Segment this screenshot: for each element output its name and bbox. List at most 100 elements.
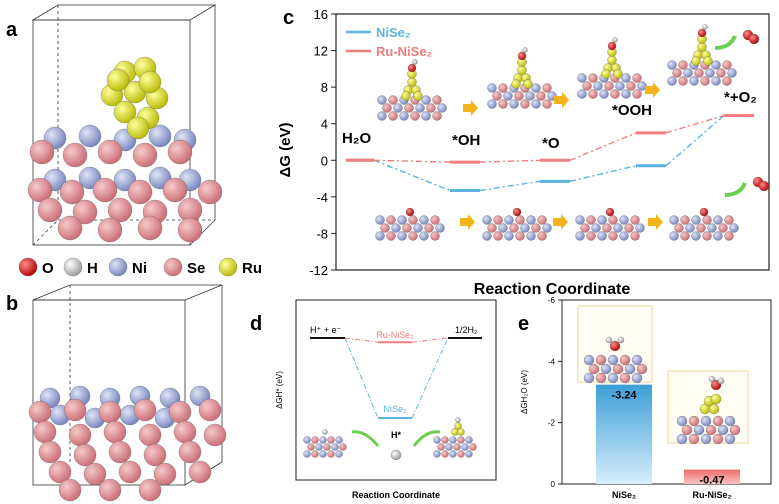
ru-atom (126, 116, 150, 140)
slab-atom (424, 223, 434, 233)
slab-atom (588, 73, 598, 83)
structure-thumbnail (577, 37, 647, 99)
ru-atom (517, 65, 527, 75)
slab-atom (525, 91, 535, 101)
slab-atom (619, 215, 629, 225)
se-atom (33, 420, 57, 444)
slab-atom (303, 436, 311, 444)
reaction-arrow-icon (412, 430, 441, 447)
energy-connector (344, 337, 379, 419)
ru-atom (407, 77, 417, 87)
slab-atom (599, 89, 609, 99)
slab-atom (327, 436, 335, 444)
slab-atom (377, 111, 387, 121)
se-atom (178, 440, 202, 464)
o-atom (609, 340, 621, 352)
panel-b-label: b (6, 293, 18, 315)
slab-atom (626, 81, 636, 91)
slab-atom (724, 433, 736, 445)
panel-d: d ΔGH* (eV) Reaction Coordinate Ru-NiSe₂… (250, 299, 497, 500)
o-atom (512, 207, 522, 217)
ru-atom (106, 68, 130, 92)
slab-atom (377, 95, 387, 105)
legend-atom-se-icon (163, 257, 183, 277)
slab-atom (469, 443, 477, 451)
slab-atom (449, 436, 457, 444)
ru-atom (138, 70, 162, 94)
slab-atom (727, 68, 737, 78)
ru-atom (607, 55, 617, 65)
step-label: H₂O (342, 130, 371, 147)
structure-thumbnail (377, 59, 447, 121)
step-label: 1/2H₂ (455, 325, 478, 335)
slab-atom (493, 215, 503, 225)
y-tick-label: -8 (316, 226, 328, 241)
release-arrow-icon (724, 182, 747, 197)
energy-connector (411, 337, 449, 419)
slab-atom (419, 215, 429, 225)
structure-thumbnail (375, 207, 445, 241)
slab-atom (339, 443, 347, 451)
slab-atom (531, 83, 541, 93)
slab-atom (678, 76, 688, 86)
bar-value-label: -3.24 (611, 390, 637, 402)
energy-connector (479, 180, 541, 192)
energy-connector (569, 132, 637, 161)
legend-atom-o-icon (18, 257, 38, 277)
se-atom (103, 420, 127, 444)
atom-legend: O H Ni Se Ru (18, 257, 262, 277)
slab-atom (397, 215, 407, 225)
slab-atom (619, 354, 631, 366)
h-atom (412, 59, 418, 65)
slab-atom (632, 89, 642, 99)
ru-atom (511, 79, 521, 89)
slab-atom (542, 99, 552, 109)
slab-atom (397, 231, 407, 241)
chart-d-series: Ru-NiSe₂ NiSe₂ H⁺ + e⁻ H* 1/2H₂ (310, 325, 482, 440)
slab-atom (602, 223, 612, 233)
ru-atom (697, 42, 707, 52)
slab-atom (702, 231, 712, 241)
o-atom (605, 207, 615, 217)
se-atom (97, 217, 123, 243)
step-arrow-icon (460, 214, 475, 230)
h-atom (522, 47, 528, 53)
structure-thumbnail (669, 207, 739, 241)
slab-atom (375, 231, 385, 241)
se-atom (97, 139, 123, 165)
h-atom (612, 37, 618, 43)
slab-atom (630, 231, 640, 241)
o-atom (517, 51, 527, 61)
slab-atom (705, 424, 717, 436)
slab-atom (610, 89, 620, 99)
slab-atom (724, 215, 734, 225)
slab-atom (457, 436, 465, 444)
slab-atom (441, 450, 449, 458)
bar-value-label: -0.47 (699, 475, 724, 487)
slab-atom (580, 223, 590, 233)
slab-atom (591, 223, 601, 233)
chart-c-ylabel: ΔG (eV) (277, 123, 294, 178)
se-atom (203, 423, 227, 447)
slab-atom (676, 415, 688, 427)
slab-atom (583, 372, 595, 384)
slab-atom (408, 231, 418, 241)
se-atom (132, 142, 158, 168)
se-atom (133, 398, 157, 422)
slab-atom (713, 215, 723, 225)
se-atom (138, 478, 162, 502)
se-atom (118, 460, 142, 484)
slab-atom (672, 68, 682, 78)
slab-atom (426, 103, 436, 113)
step-arrow-icon (463, 100, 478, 116)
bar (684, 469, 740, 484)
se-atom (153, 462, 177, 486)
slab-atom (624, 223, 634, 233)
slab-atom (688, 415, 700, 427)
slab-atom (691, 215, 701, 225)
slab-atom (712, 415, 724, 427)
se-atom (138, 423, 162, 447)
chart-c-legend: NiSe₂ Ru-NiSe₂ (346, 25, 433, 59)
h-star-icon (390, 449, 402, 461)
energy-connector (665, 114, 725, 167)
